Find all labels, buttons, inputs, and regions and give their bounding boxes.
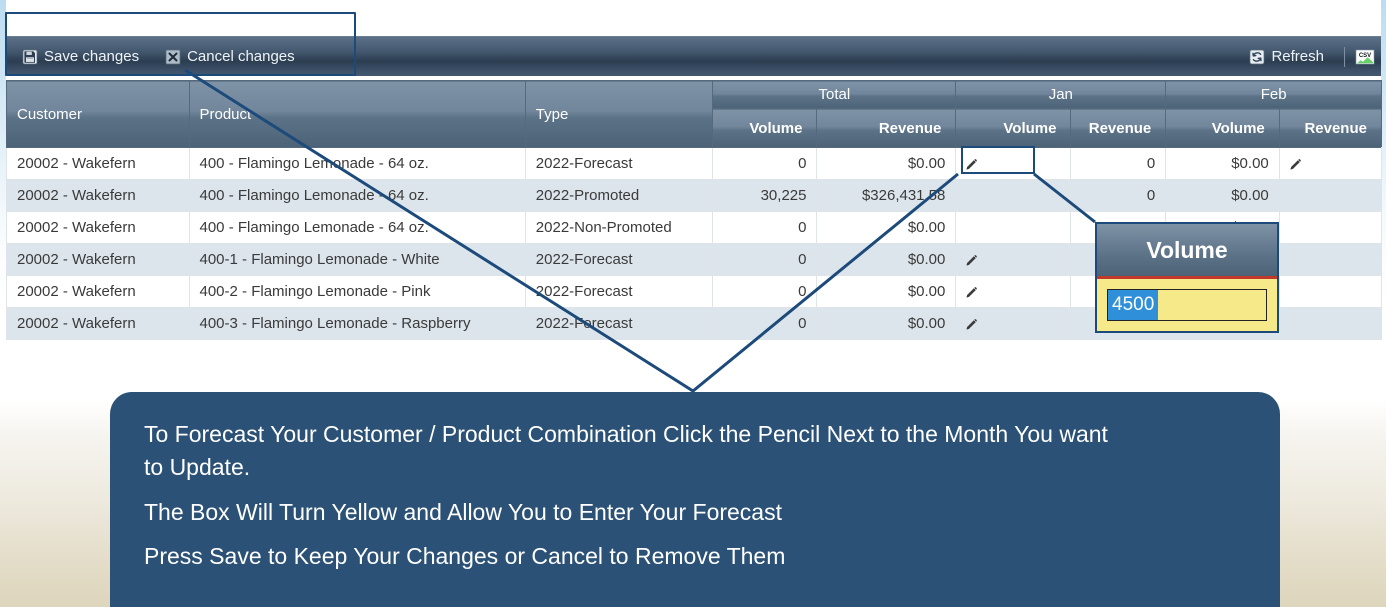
svg-text:CSV: CSV xyxy=(1359,53,1371,59)
